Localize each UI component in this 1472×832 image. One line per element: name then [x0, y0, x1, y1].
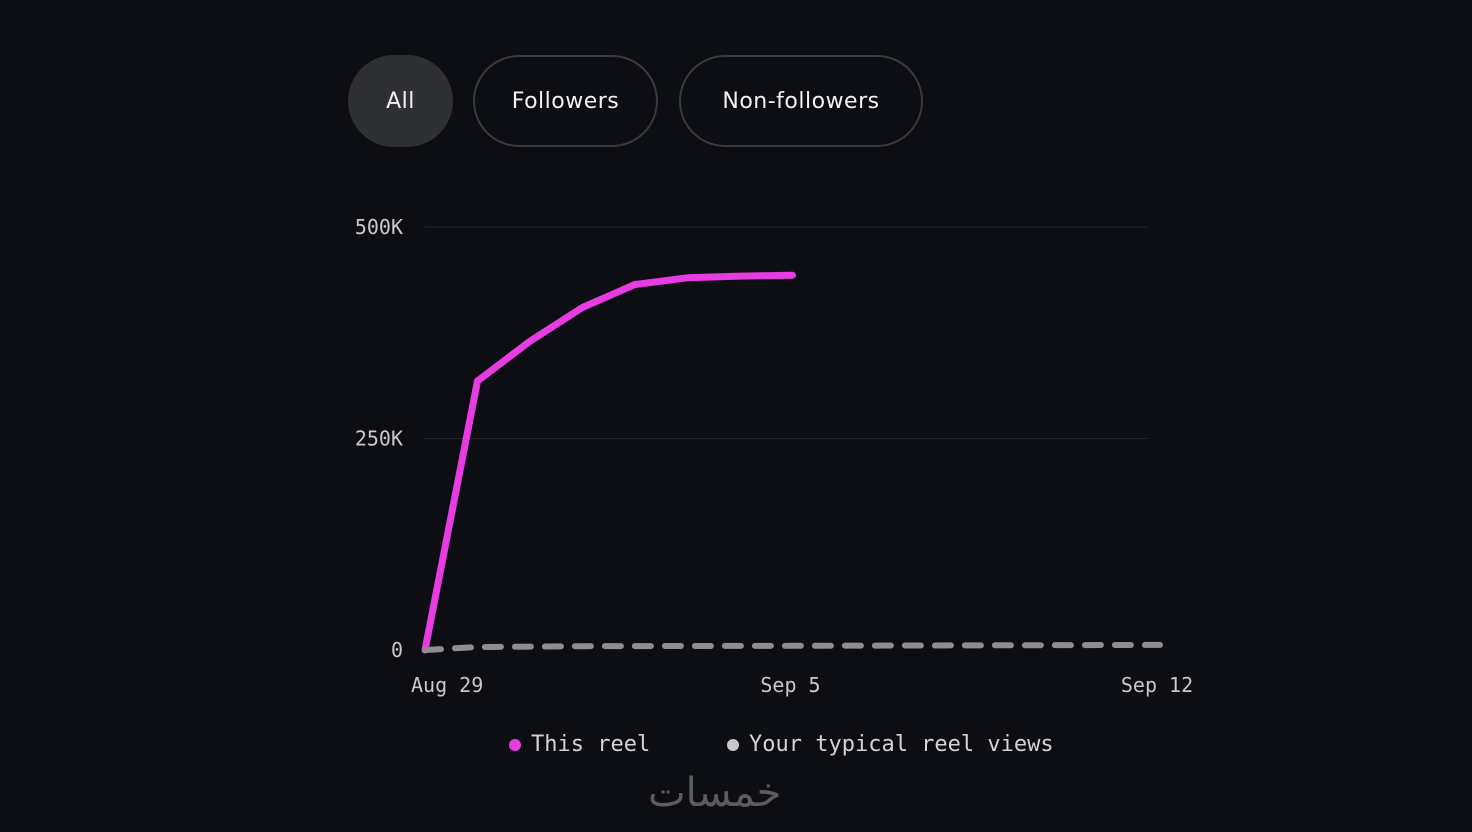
tab-followers[interactable]: Followers: [473, 55, 658, 147]
x-tick-label: Sep 12: [1121, 673, 1193, 697]
y-tick-label: 0: [391, 638, 403, 662]
x-tick-label: Aug 29: [411, 673, 483, 697]
tab-non-followers-label: Non-followers: [722, 88, 880, 114]
series-line-typical-views: [422, 641, 1163, 653]
y-tick-label: 250K: [355, 427, 403, 451]
legend-item-this-reel: This reel: [509, 732, 650, 757]
series-line-this-reel: [421, 271, 796, 654]
legend-dot-typical-views: [727, 738, 739, 751]
x-tick-label: Sep 5: [760, 673, 820, 697]
tab-followers-label: Followers: [511, 88, 620, 114]
legend-item-typical-views: Your typical reel views: [727, 732, 1054, 757]
legend-label-this-reel: This reel: [531, 732, 651, 757]
legend-dot-this-reel: [509, 738, 521, 751]
legend-label-typical-views: Your typical reel views: [749, 732, 1054, 757]
tab-all[interactable]: All: [348, 55, 453, 147]
y-tick-label: 500K: [355, 215, 403, 239]
watermark-logo: خمسات: [648, 770, 782, 816]
tab-all-label: All: [386, 88, 415, 114]
tab-non-followers[interactable]: Non-followers: [679, 55, 923, 147]
